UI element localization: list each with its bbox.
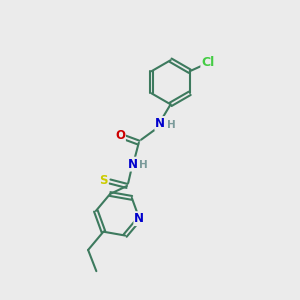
Text: S: S — [99, 173, 108, 187]
Text: H: H — [167, 120, 175, 130]
Text: N: N — [128, 158, 138, 171]
Text: Cl: Cl — [201, 56, 214, 70]
Text: N: N — [134, 212, 144, 225]
Text: N: N — [155, 117, 165, 130]
Text: O: O — [115, 129, 125, 142]
Text: H: H — [139, 160, 148, 170]
